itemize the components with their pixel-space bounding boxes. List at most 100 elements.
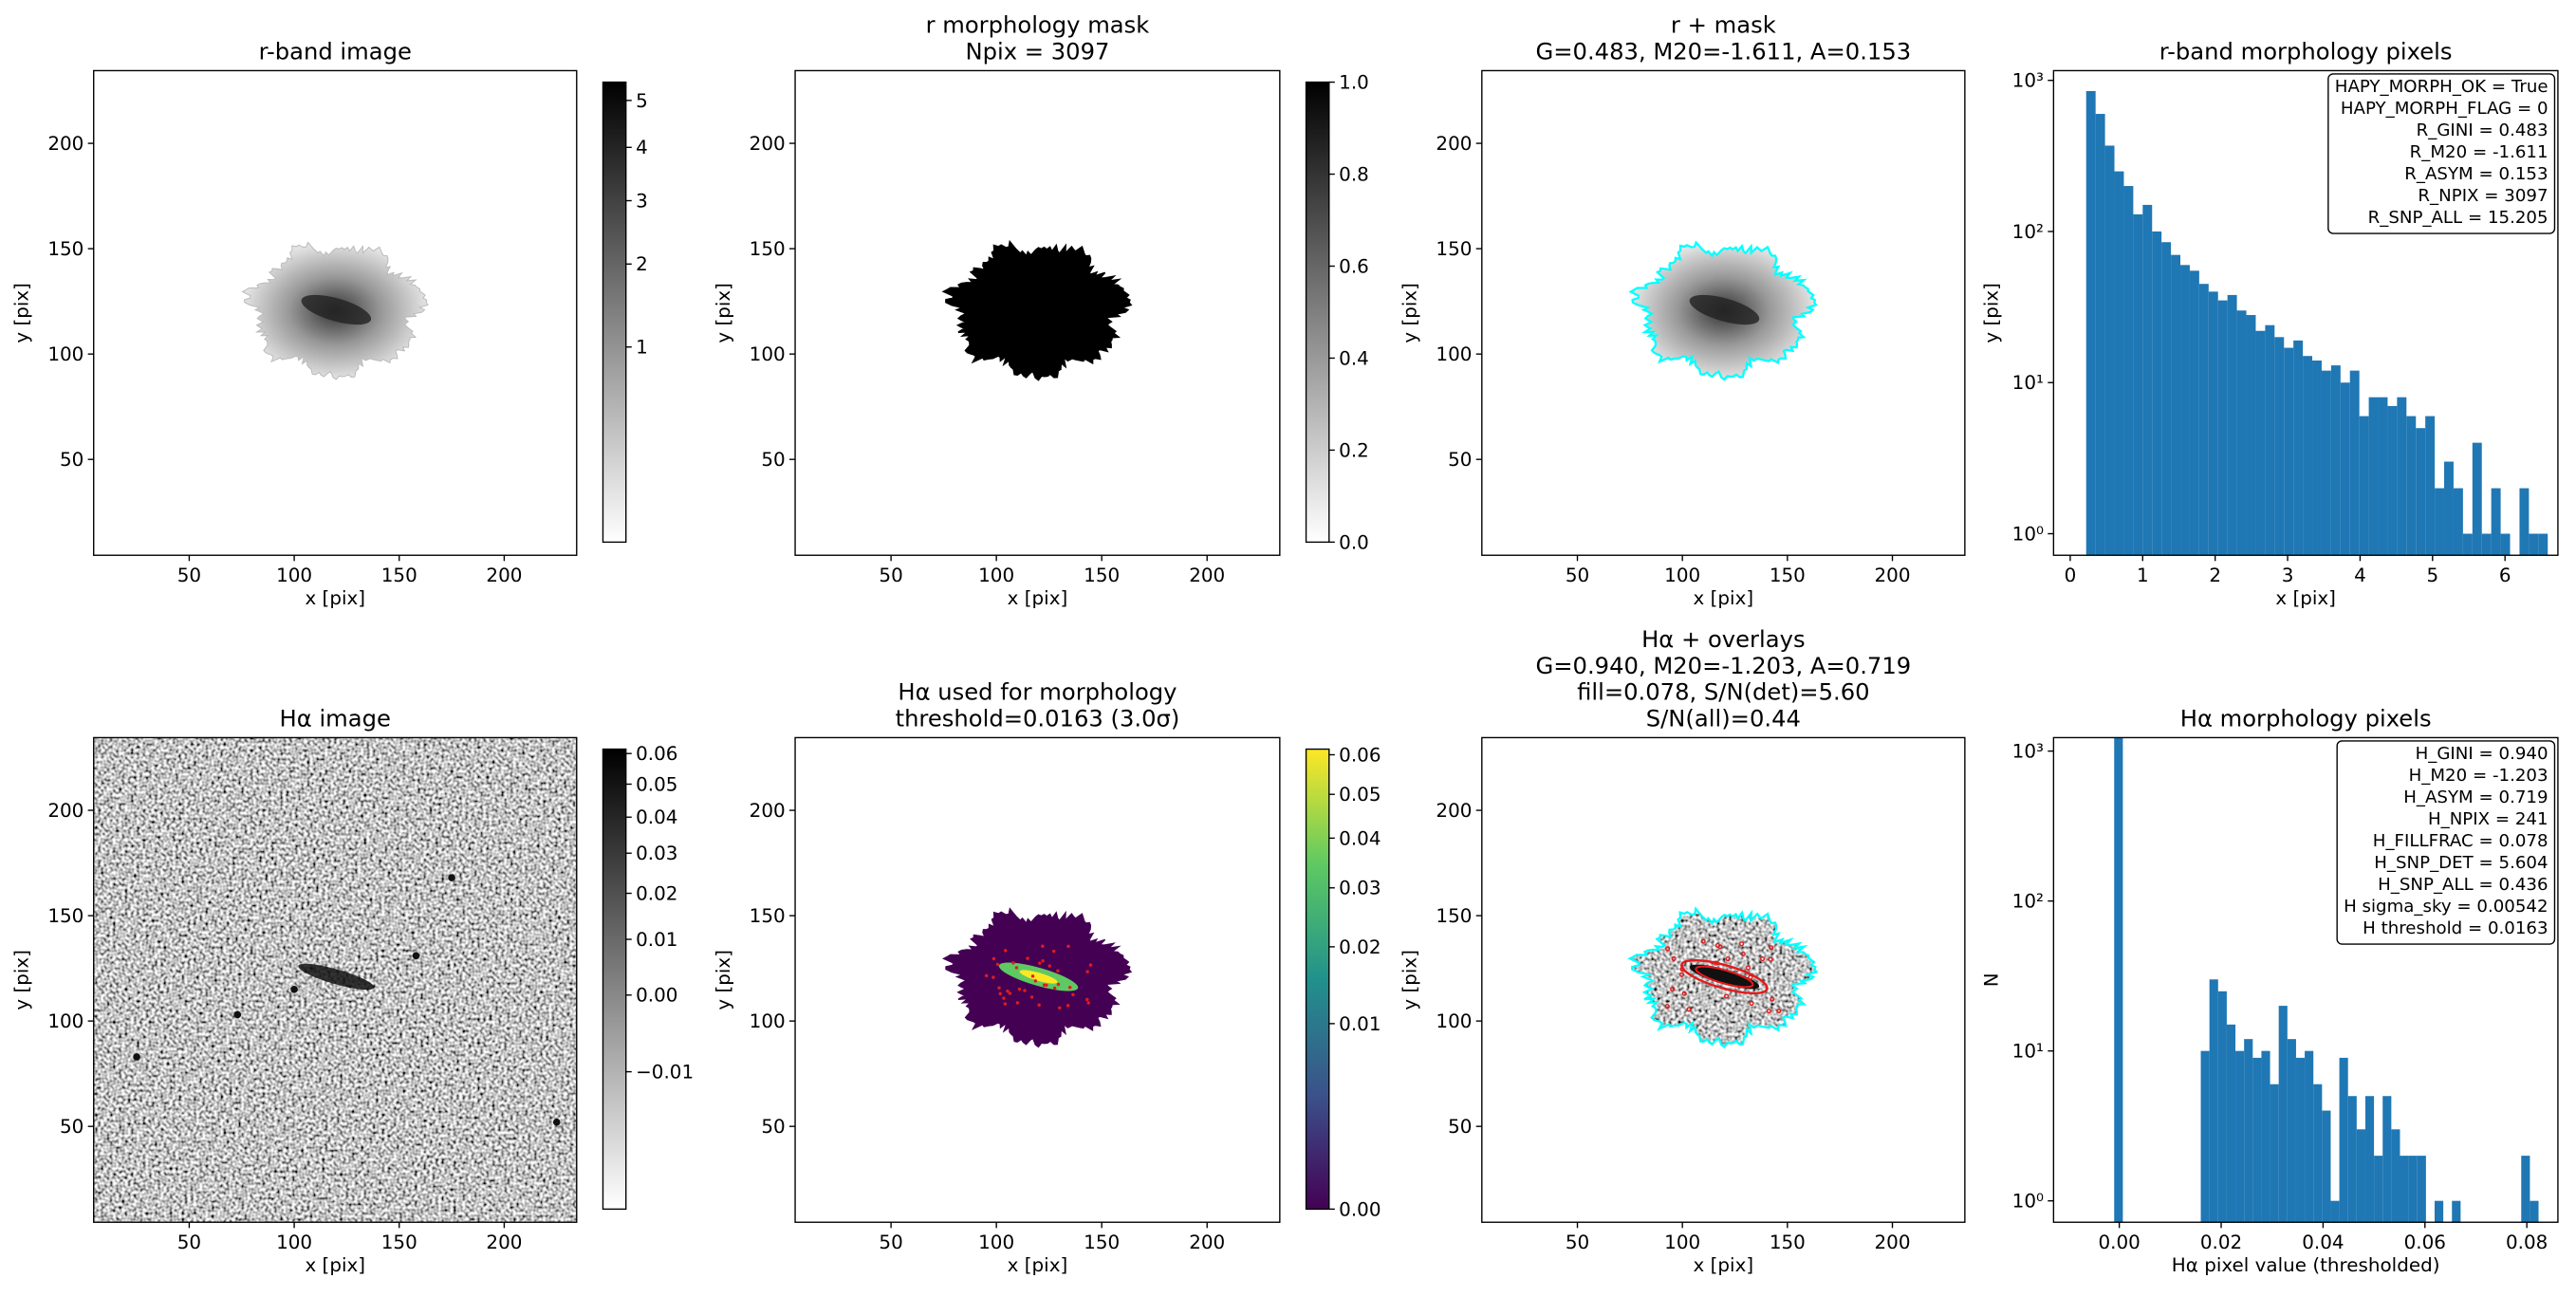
x-tick-label: 100 [276, 565, 312, 586]
x-axis-label: Hα pixel value (thresholded) [2172, 1254, 2440, 1276]
emission-pixel [1067, 985, 1072, 990]
hist-bar [2235, 1050, 2245, 1223]
hist-bar [2198, 284, 2209, 556]
colorbar-tick-label: 1.0 [1339, 71, 1369, 93]
image-core [301, 294, 372, 325]
colorbar-tick-label: 0.06 [636, 743, 677, 765]
image-core [298, 963, 375, 991]
image-source [448, 874, 455, 881]
annotation-text: H sigma_sky = 0.00542 [2344, 897, 2548, 917]
x-axis-label: x [pix] [1694, 1254, 1754, 1276]
emission-pixel [1052, 986, 1057, 991]
panel-title: Hα image [280, 704, 391, 732]
y-tick-label: 10² [2012, 891, 2044, 913]
panel-title: r + mask [1671, 11, 1776, 39]
colorbar-tick-label: 4 [636, 137, 648, 158]
annotation-text: H_SNP_ALL = 0.436 [2378, 875, 2548, 895]
hist-bar [2408, 1156, 2418, 1223]
colorbar-tick-label: 0.06 [1339, 744, 1381, 766]
hist-bar [2209, 979, 2218, 1223]
hist-bar [2085, 90, 2096, 556]
y-tick-label: 200 [47, 133, 83, 155]
hist-bar [2500, 533, 2511, 556]
image-source [412, 952, 420, 960]
image-core [1689, 294, 1760, 325]
emission-pixel [1030, 974, 1035, 978]
emission-pixel [1002, 996, 1006, 1000]
contour [1664, 1004, 1670, 1010]
hist-bar [2278, 1006, 2288, 1223]
panel-title: G=0.940, M20=-1.203, A=0.719 [1535, 652, 1911, 679]
x-tick-label: 0.00 [2098, 1232, 2140, 1253]
x-axis-label: x [pix] [1008, 587, 1068, 609]
hist-bar [2161, 242, 2172, 556]
y-tick-label: 150 [750, 905, 786, 927]
emission-pixel [984, 973, 989, 978]
x-tick-label: 100 [1664, 1232, 1700, 1253]
panel-title: S/N(all)=0.44 [1646, 704, 1801, 732]
colorbar-tick-label: 0.03 [636, 843, 677, 864]
colorbar-tick-label: 0.00 [1339, 1198, 1381, 1220]
hist-bar [2374, 1156, 2383, 1223]
axes-frame [1481, 69, 1966, 556]
hist-bar [2255, 330, 2266, 556]
plot-area [2085, 90, 2548, 556]
y-tick-label: 100 [47, 343, 83, 365]
panel-title: r-band image [259, 37, 412, 65]
contour [1749, 1000, 1754, 1007]
x-tick-label: 100 [978, 565, 1014, 586]
hist-bar [2171, 254, 2181, 556]
y-tick-label: 50 [761, 449, 785, 471]
hist-bar [2347, 1096, 2357, 1223]
hist-bar [2322, 1110, 2331, 1223]
contour [1679, 966, 1685, 973]
y-tick-label: 150 [750, 238, 786, 260]
hist-bar [2397, 397, 2407, 556]
y-tick-label: 150 [1436, 905, 1472, 927]
panel-title: Npix = 3097 [965, 37, 1109, 65]
hist-bar [2400, 1156, 2409, 1223]
axes-frame [93, 69, 578, 556]
emission-pixel [1003, 1002, 1008, 1006]
hist-bar [2434, 1200, 2444, 1223]
plot-area [241, 241, 429, 380]
annotation-text: H threshold = 0.0163 [2363, 918, 2548, 938]
emission-pixel [1086, 1001, 1090, 1005]
hist-bar [2114, 737, 2123, 1223]
contour [1714, 942, 1721, 948]
x-axis-label: x [pix] [1694, 587, 1754, 609]
hist-bar [2261, 1050, 2270, 1223]
emission-pixel [1011, 961, 1015, 965]
y-tick-label: 50 [60, 1116, 83, 1138]
hist-bar [2217, 300, 2228, 556]
panel-title: Hα morphology pixels [2180, 704, 2432, 732]
emission-pixel [997, 986, 1001, 990]
contour [1759, 955, 1766, 962]
hist-bar [2349, 370, 2360, 556]
hist-bar [2252, 1057, 2262, 1223]
image-source [290, 986, 298, 993]
hist-bar [2387, 405, 2398, 556]
hist-bar [2406, 416, 2417, 556]
emission-pixel [1056, 982, 1061, 987]
emission-pixel [1047, 964, 1051, 968]
emission-pixel [1008, 991, 1012, 995]
x-tick-label: 100 [1664, 565, 1700, 586]
x-tick-label: 0 [2065, 565, 2077, 586]
x-tick-label: 2 [2209, 565, 2221, 586]
contour [1766, 1008, 1771, 1014]
x-tick-label: 150 [1084, 1232, 1120, 1253]
hist-bar [2189, 270, 2199, 556]
annotation-text: R_SNP_ALL = 15.205 [2368, 208, 2548, 228]
colorbar-tick-label: 0.05 [1339, 784, 1381, 806]
colorbar [1305, 748, 1330, 1211]
x-axis-label: x [pix] [2275, 587, 2336, 609]
panel: Hα image 50 100 150 200 50 100 150 200 x [pix] y [… [10, 704, 694, 1276]
emission-pixel [1071, 992, 1075, 997]
hist-bar [2519, 488, 2530, 556]
contour [1770, 996, 1775, 1002]
